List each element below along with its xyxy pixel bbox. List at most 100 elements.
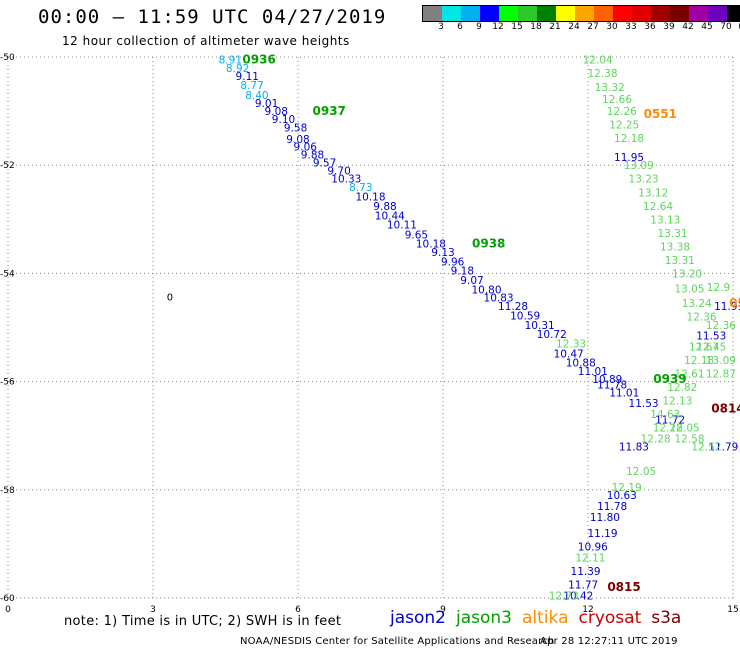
colorbar-swatch: [651, 6, 670, 21]
y-tick-label: -52: [0, 161, 15, 171]
pass-time-label: 0938: [472, 237, 505, 251]
wave-height-jason3: 12.33: [556, 339, 586, 351]
wave-height-jason3: 13.20: [672, 268, 702, 280]
wave-height-jason2: 9.10: [272, 114, 295, 126]
wave-height-jason2: 10.31: [525, 320, 555, 332]
wave-height-jason3: 12.87: [706, 368, 736, 380]
wave-height-jason3: 12.36: [687, 312, 717, 324]
wave-height-jason2: 11.72: [655, 414, 685, 426]
wave-height-jason3: 12.26: [607, 106, 637, 118]
x-tick-label: 6: [295, 605, 301, 615]
wave-height-jason3: 13.12: [638, 187, 668, 199]
wave-height-jason3: 13.05: [674, 284, 704, 296]
wave-height-jason2: 9.06: [294, 141, 318, 153]
wave-height-jason2: 11.78: [597, 501, 627, 513]
swh-colorbar: [422, 5, 740, 22]
wave-height-jason2: 9.13: [431, 247, 454, 259]
wave-height-jason2: 9.96: [441, 256, 465, 268]
x-tick-label: 15: [727, 605, 738, 615]
wave-height-jason3: 13.32: [595, 82, 625, 94]
wave-height-jason3: 12.36: [706, 320, 736, 332]
legend-altika: altika: [522, 608, 569, 628]
wave-height-jason3: 13.23: [629, 174, 659, 186]
wave-height-jason2: 9.07: [460, 275, 483, 287]
marks-layer: 08.918.929.118.778.409.019.089.109.589.0…: [167, 53, 740, 603]
colorbar-label: 21: [549, 22, 561, 32]
wave-height-jason3: 12.19: [612, 482, 642, 494]
colorbar-label: 15: [511, 22, 523, 32]
wave-height-jason2: 11.01: [578, 366, 608, 378]
x-tick-label: 0: [5, 605, 11, 615]
colorbar-label: 42: [682, 22, 694, 32]
colorbar-swatch: [613, 6, 632, 21]
wave-height-jason2: 11.77: [568, 579, 598, 591]
wave-height-jason2: 10.96: [578, 542, 608, 554]
wave-height-jason2: 10.11: [387, 220, 417, 232]
note-text: note: 1) Time is in UTC; 2) SWH is in fe…: [64, 614, 342, 629]
pass-time-label: 0936: [242, 53, 275, 67]
wave-height-jason2: 8.40: [245, 90, 268, 102]
colorbar-label: 30: [606, 22, 618, 32]
colorbar-label: 45: [701, 22, 713, 32]
chart-title: 00:00 – 11:59 UTC 04/27/2019: [38, 6, 387, 28]
colorbar-swatch: [632, 6, 651, 21]
pass-time-label: 055: [729, 296, 740, 310]
wave-height-jason3: 12.11: [575, 552, 605, 564]
wave-height-jason2: 11.53: [696, 331, 726, 343]
wave-height-jason2: 10.88: [566, 358, 596, 370]
colorbar-swatch: [480, 6, 499, 21]
colorbar-label: 12: [492, 22, 504, 32]
y-tick-label: -50: [0, 53, 15, 63]
y-tick-label: -60: [0, 594, 15, 604]
wave-height-jason3: 12.67: [689, 341, 719, 353]
wave-height-jason3: 12.28: [653, 423, 683, 435]
wave-height-jason2: 10.18: [355, 192, 385, 204]
wave-height-jason3: 12.18: [614, 133, 644, 145]
wave-height-jason2: 10.83: [484, 293, 514, 305]
colorbar-swatch: [575, 6, 594, 21]
wave-height-jason3: 12.13: [662, 396, 692, 408]
satellite-legend: jason2 jason3 altika cryosat s3a: [390, 608, 691, 628]
wave-height-jason2: 11.79: [708, 442, 738, 454]
wave-height-jason2: 11.53: [629, 398, 659, 410]
colorbar-label: 33: [625, 22, 637, 32]
wave-height-jason3: 13.31: [665, 255, 695, 267]
colorbar-label: (ft): [738, 22, 740, 32]
wave-height-jason2: 9.18: [451, 266, 474, 278]
wave-height-jason2: 11.28: [498, 301, 528, 313]
wave-height-jason3: 12.82: [667, 382, 697, 394]
colorbar-label: 9: [476, 22, 482, 32]
wave-height-jason3: 13.13: [650, 214, 680, 226]
wave-height-jason3: 12.25: [609, 120, 639, 132]
wave-height-jason3: 12.04: [583, 55, 613, 67]
colorbar-swatch: [556, 6, 575, 21]
colorbar-label: 24: [568, 22, 580, 32]
wave-height-jason2: 9.08: [265, 106, 288, 118]
wave-height-jason2: 9.58: [284, 122, 307, 134]
colorbar-swatch: [537, 6, 556, 21]
wave-height-jason2: 10.63: [607, 490, 637, 502]
wave-height-jason3: 13.31: [658, 228, 688, 240]
wave-height-jason2: 9.88: [301, 149, 324, 161]
colorbar-swatch: [423, 6, 442, 21]
wave-height-jason2: 10.80: [471, 285, 501, 297]
y-tick-label: -56: [0, 378, 15, 388]
colorbar-swatch: [727, 6, 740, 21]
pass-time-label: 0814: [711, 402, 740, 416]
wave-height-jason2: 10.47: [554, 348, 584, 360]
wave-height-jason3: 13.09: [624, 160, 654, 172]
wave-height-jason2: 11.80: [590, 512, 620, 524]
wave-height-jason3: 13.24: [682, 298, 712, 310]
colorbar-label: 3: [438, 22, 444, 32]
wave-height-jason2: 9.70: [327, 166, 350, 178]
colorbar-swatch: [461, 6, 480, 21]
colorbar-label: 18: [530, 22, 542, 32]
wave-height-jason2: 10.59: [510, 311, 540, 323]
wave-height-jason2: 9.01: [255, 98, 278, 110]
stray-label: 0: [167, 292, 173, 303]
colorbar-label: 36: [644, 22, 656, 32]
credit-text: NOAA/NESDIS Center for Satellite Applica…: [240, 636, 555, 647]
pass-time-label: 0551: [644, 107, 677, 121]
